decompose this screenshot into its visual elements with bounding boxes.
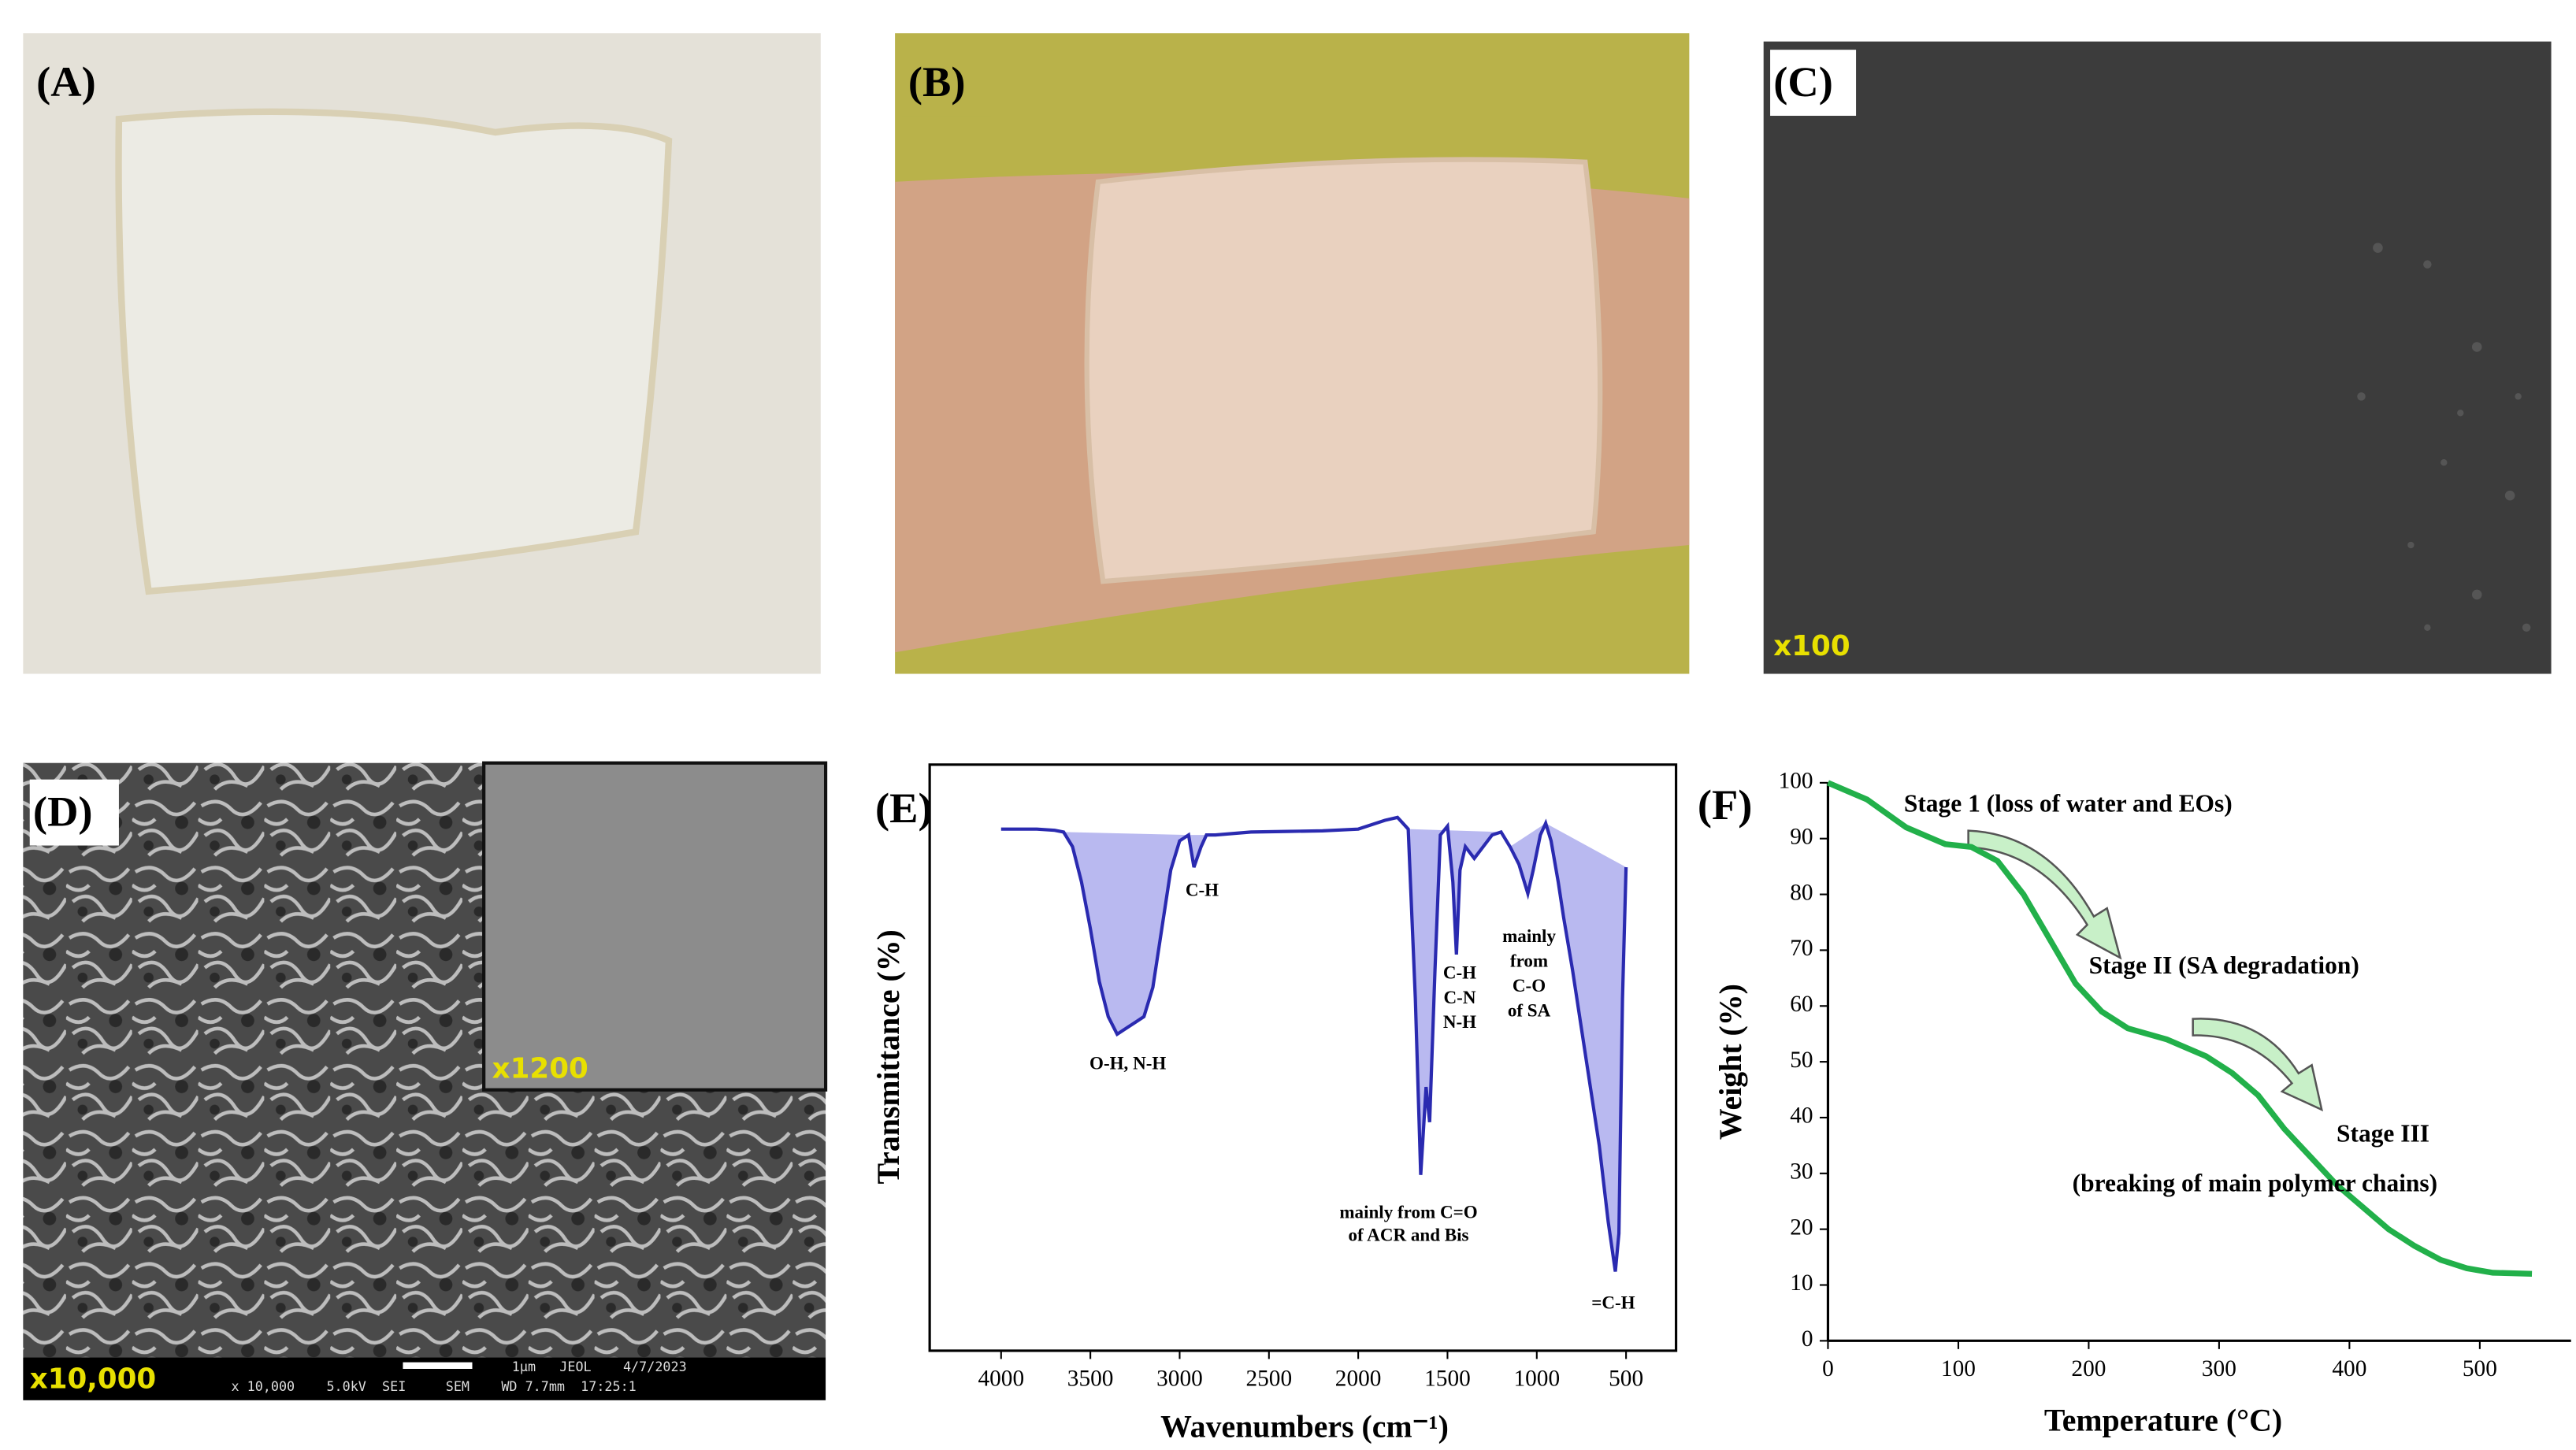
x-tick-label: 3000: [1156, 1366, 1203, 1391]
panel-c: (C) x100: [1763, 41, 2552, 674]
shaded-band: [1509, 823, 1546, 894]
label-box: [29, 50, 116, 117]
x-axis-label: Temperature (°C): [2044, 1403, 2282, 1437]
annotation: mainly from C=O: [1339, 1201, 1477, 1222]
annotation: =C-H: [1591, 1292, 1635, 1313]
x-tick-label: 200: [2071, 1356, 2106, 1381]
annotation: Stage II (SA degradation): [2089, 951, 2359, 979]
panel-label: (C): [1773, 57, 1833, 106]
gel-film: [115, 108, 673, 595]
shaded-band: [1408, 825, 1501, 1175]
x-tick-label: 4000: [978, 1366, 1024, 1391]
micrograph: [1763, 41, 2552, 674]
label-box: [29, 779, 119, 846]
y-tick-label: 0: [1802, 1326, 1813, 1352]
y-axis-label: Transmittance (%): [871, 929, 906, 1184]
droplets: [2357, 243, 2531, 632]
y-tick-label: 50: [1790, 1048, 1813, 1073]
annotation: from: [1510, 951, 1548, 971]
y-axis-label: Weight (%): [1713, 984, 1748, 1140]
annotation: C-N: [1444, 987, 1476, 1007]
inset-magnification: x1200: [492, 1053, 588, 1085]
x-tick-label: 1000: [1513, 1366, 1560, 1391]
panel-a: (A): [23, 33, 821, 674]
plot-frame: [928, 763, 1678, 1352]
annotation: O-H, N-H: [1089, 1053, 1166, 1074]
annotation: C-O: [1513, 975, 1546, 996]
y-tick-label: 100: [1779, 769, 1813, 794]
sem-info: x 10,000 5.0kV SEI SEM WD 7.7mm 17:25:1: [231, 1378, 636, 1394]
x-tick-label: 3500: [1067, 1366, 1114, 1391]
annotation: mainly: [1502, 925, 1556, 946]
panel-label: (E): [875, 784, 933, 832]
x-tick-label: 400: [2332, 1356, 2366, 1381]
y-tick-label: 90: [1790, 824, 1813, 849]
y-tick-label: 60: [1790, 992, 1813, 1017]
annotation: Stage 1 (loss of water and EOs): [1904, 789, 2233, 817]
magnification: x100: [1773, 630, 1850, 662]
x-tick-label: 0: [1822, 1356, 1834, 1381]
x-tick-label: 2000: [1335, 1366, 1382, 1391]
panel-label: (D): [33, 787, 93, 835]
y-tick-label: 80: [1790, 880, 1813, 905]
x-tick-label: 1500: [1424, 1366, 1471, 1391]
magnification: x10,000: [30, 1363, 156, 1396]
y-tick-label: 40: [1790, 1103, 1813, 1129]
shaded-band: [1063, 832, 1189, 1035]
gel-film: [1084, 157, 1603, 584]
y-tick-label: 30: [1790, 1159, 1813, 1185]
y-tick-label: 10: [1790, 1270, 1813, 1296]
panel-label: (F): [1698, 781, 1753, 829]
x-tick-label: 300: [2202, 1356, 2236, 1381]
annotation: N-H: [1443, 1011, 1476, 1032]
data-line: [1000, 815, 1628, 1272]
y-tick-label: 70: [1790, 936, 1813, 961]
label-box: [901, 50, 991, 117]
x-tick-label: 2500: [1245, 1366, 1292, 1391]
annotation: (breaking of main polymer chains): [2073, 1170, 2437, 1197]
sem-info: 1μm JEOL 4/7/2023: [512, 1359, 687, 1374]
x-tick-label: 100: [1941, 1356, 1976, 1381]
panel-label: (A): [36, 57, 96, 106]
annotation: of SA: [1508, 1000, 1551, 1021]
label-box: [1770, 50, 1857, 117]
annotation: Stage III: [2337, 1120, 2429, 1148]
data-line: [1826, 780, 2533, 1278]
x-tick-label: 500: [1609, 1366, 1643, 1391]
panel-label: (B): [908, 57, 966, 106]
x-axis-label: Wavenumbers (cm⁻¹): [1160, 1410, 1449, 1444]
annotation: of ACR and Bis: [1348, 1225, 1468, 1245]
panel-b: (B): [895, 33, 1690, 674]
scale-bar: [403, 1362, 473, 1369]
inset-image: [482, 761, 828, 1092]
stage-arrows: [1967, 829, 2323, 1112]
x-tick-label: 500: [2463, 1356, 2497, 1381]
y-tick-label: 20: [1790, 1215, 1813, 1240]
annotation: C-H: [1186, 880, 1219, 900]
annotation: C-H: [1443, 962, 1476, 982]
panel-d: x1200 1μm JEOL 4/7/2023 x 10,000 5.0kV S…: [23, 761, 828, 1400]
